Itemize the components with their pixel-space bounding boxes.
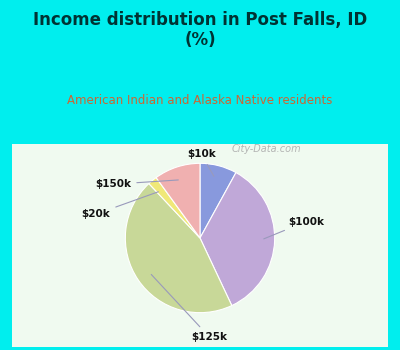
Wedge shape [200, 163, 236, 238]
Text: $125k: $125k [151, 274, 227, 342]
Wedge shape [156, 163, 200, 238]
Wedge shape [125, 183, 232, 313]
Text: City-Data.com: City-Data.com [231, 144, 301, 154]
Text: $150k: $150k [95, 179, 178, 189]
Text: $20k: $20k [82, 192, 158, 219]
Text: Income distribution in Post Falls, ID
(%): Income distribution in Post Falls, ID (%… [33, 10, 367, 49]
Text: $10k: $10k [187, 149, 216, 176]
Wedge shape [149, 177, 200, 238]
Wedge shape [200, 173, 275, 306]
Text: American Indian and Alaska Native residents: American Indian and Alaska Native reside… [67, 94, 333, 107]
Text: $100k: $100k [264, 217, 324, 239]
